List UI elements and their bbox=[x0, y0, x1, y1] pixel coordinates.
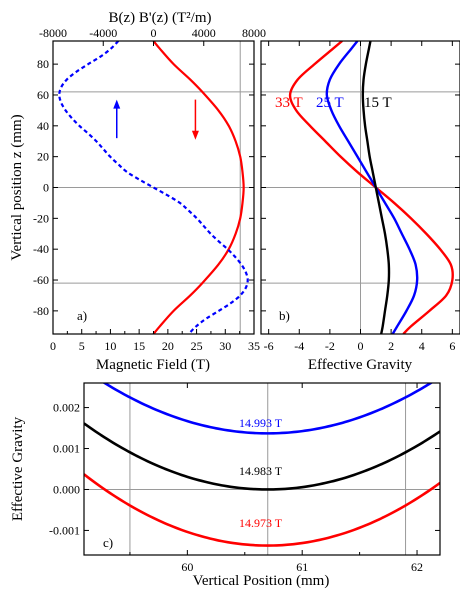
panel-b-x-tick-label: 2 bbox=[388, 339, 394, 353]
panel-b-x-tick-label: 6 bbox=[449, 339, 455, 353]
panel-c-y-tick-label: -0.001 bbox=[49, 523, 80, 537]
panel-a-x-tick-label: 20 bbox=[162, 339, 174, 353]
panel-a-x-tick-label: 30 bbox=[219, 339, 231, 353]
panel-a-arrow-down bbox=[191, 99, 199, 140]
panel-a-x2-tick-label: 4000 bbox=[192, 26, 216, 40]
panel-b-label: b) bbox=[279, 308, 290, 323]
legend-33T: 33 T bbox=[275, 95, 303, 111]
curve-label-14-973: 14.973 T bbox=[239, 516, 283, 530]
panel-a-y-axis-label: Vertical position z (mm) bbox=[9, 114, 25, 260]
panel-c-y-tick-label: 0.002 bbox=[53, 401, 80, 415]
panel-c-x-tick-label: 60 bbox=[181, 560, 193, 574]
panel-a-y-tick-label: 80 bbox=[37, 57, 49, 71]
panel-a-magnetic-field: 0 5 10 15 20 25 30 35 -8000 -4000 0 4000 8000 -80 -60 -… bbox=[9, 10, 266, 373]
panel-a-x-tick-label: 10 bbox=[104, 339, 116, 353]
panel-b-curves bbox=[288, 41, 454, 334]
panel-a-arrow-up bbox=[113, 99, 121, 139]
panel-a-y-tick-label: 0 bbox=[43, 181, 49, 195]
panel-a-y-tick-label: 60 bbox=[37, 88, 49, 102]
panel-a-x2-axis-label: B(z) B'(z) (T²/m) bbox=[109, 10, 212, 26]
panel-b-x-tick-label: 4 bbox=[419, 339, 425, 353]
panel-a-x-tick-label: 15 bbox=[133, 339, 145, 353]
arrow-head bbox=[191, 130, 199, 140]
panel-a-curves bbox=[58, 41, 249, 334]
panel-a-x-axis-label: Magnetic Field (T) bbox=[96, 357, 210, 373]
panel-a-x-tick-label: 5 bbox=[79, 339, 85, 353]
panel-c-y-axis-label: Effective Gravity bbox=[10, 416, 26, 521]
panel-c-x-tick-label: 61 bbox=[296, 560, 308, 574]
panel-b-effective-gravity: -6 -4 -2 0 2 4 6 b) Effective Gravity 33 T 25 … bbox=[260, 40, 460, 373]
curve-label-14-993: 14.993 T bbox=[239, 416, 283, 430]
panel-a-y-tick-label: -60 bbox=[33, 273, 49, 287]
panel-a-y-tick-label: 20 bbox=[37, 150, 49, 164]
curve-label-14-983: 14.983 T bbox=[239, 464, 283, 478]
panel-a-arrows bbox=[113, 99, 199, 140]
panel-a-y-tick-label: -40 bbox=[33, 242, 49, 256]
series-curve-15t bbox=[361, 41, 391, 334]
panel-b-gridlines bbox=[261, 41, 460, 334]
panel-c-y-tick-label: 0.001 bbox=[53, 442, 80, 456]
panel-a-x-tick-label: 25 bbox=[191, 339, 203, 353]
panel-c-ticks: 60 61 62 -0.001 0.000 0.001 0.002 bbox=[49, 383, 440, 574]
panel-c-frame bbox=[83, 382, 441, 556]
panel-b-x-tick-label: -2 bbox=[325, 339, 335, 353]
panel-a-x2-tick-label: -4000 bbox=[89, 26, 117, 40]
panel-a-x-tick-label: 0 bbox=[50, 339, 56, 353]
series-field-curve bbox=[152, 41, 245, 334]
panel-a-y-tick-label: 40 bbox=[37, 119, 49, 133]
panel-a-gridlines bbox=[53, 41, 254, 334]
panel-a-ticks: 0 5 10 15 20 25 30 35 -8000 -4000 0 4000 8000 -80 -60 -… bbox=[33, 26, 266, 353]
panel-b-x-tick-label: -6 bbox=[264, 339, 274, 353]
panel-c-curves bbox=[84, 383, 440, 547]
arrow-head bbox=[113, 99, 121, 109]
legend-25T: 25 T bbox=[316, 95, 344, 111]
panel-a-x2-tick-label: 0 bbox=[151, 26, 157, 40]
panel-a-label: a) bbox=[77, 308, 87, 323]
panel-c-x-axis-label: Vertical Position (mm) bbox=[193, 573, 330, 589]
panel-c-label: c) bbox=[103, 535, 113, 550]
panel-b-x-tick-label: -4 bbox=[294, 339, 304, 353]
series-curve-14-993-t bbox=[102, 383, 434, 435]
series-curve-14-983-t bbox=[84, 422, 440, 491]
panel-c-y-tick-label: 0.000 bbox=[53, 482, 80, 496]
panel-a-x2-tick-label: -8000 bbox=[39, 26, 67, 40]
legend-15T: 15 T bbox=[364, 95, 392, 111]
panel-a-x2-tick-label: 8000 bbox=[242, 26, 266, 40]
panel-c-x-tick-label: 62 bbox=[411, 560, 423, 574]
panel-a-y-tick-label: -80 bbox=[33, 304, 49, 318]
panel-a-y-tick-label: -20 bbox=[33, 211, 49, 225]
panel-b-x-tick-label: 0 bbox=[358, 339, 364, 353]
panel-c-effective-gravity-zoom: 60 61 62 -0.001 0.000 0.001 0.002 c) Vertical … bbox=[10, 382, 441, 589]
series-bbprime-curve bbox=[58, 41, 249, 334]
series-curve-14-973-t bbox=[84, 473, 440, 547]
panel-b-ticks: -6 -4 -2 0 2 4 6 bbox=[261, 41, 460, 353]
panel-b-x-axis-label: Effective Gravity bbox=[308, 357, 413, 373]
panel-a-x-tick-label: 35 bbox=[248, 339, 260, 353]
